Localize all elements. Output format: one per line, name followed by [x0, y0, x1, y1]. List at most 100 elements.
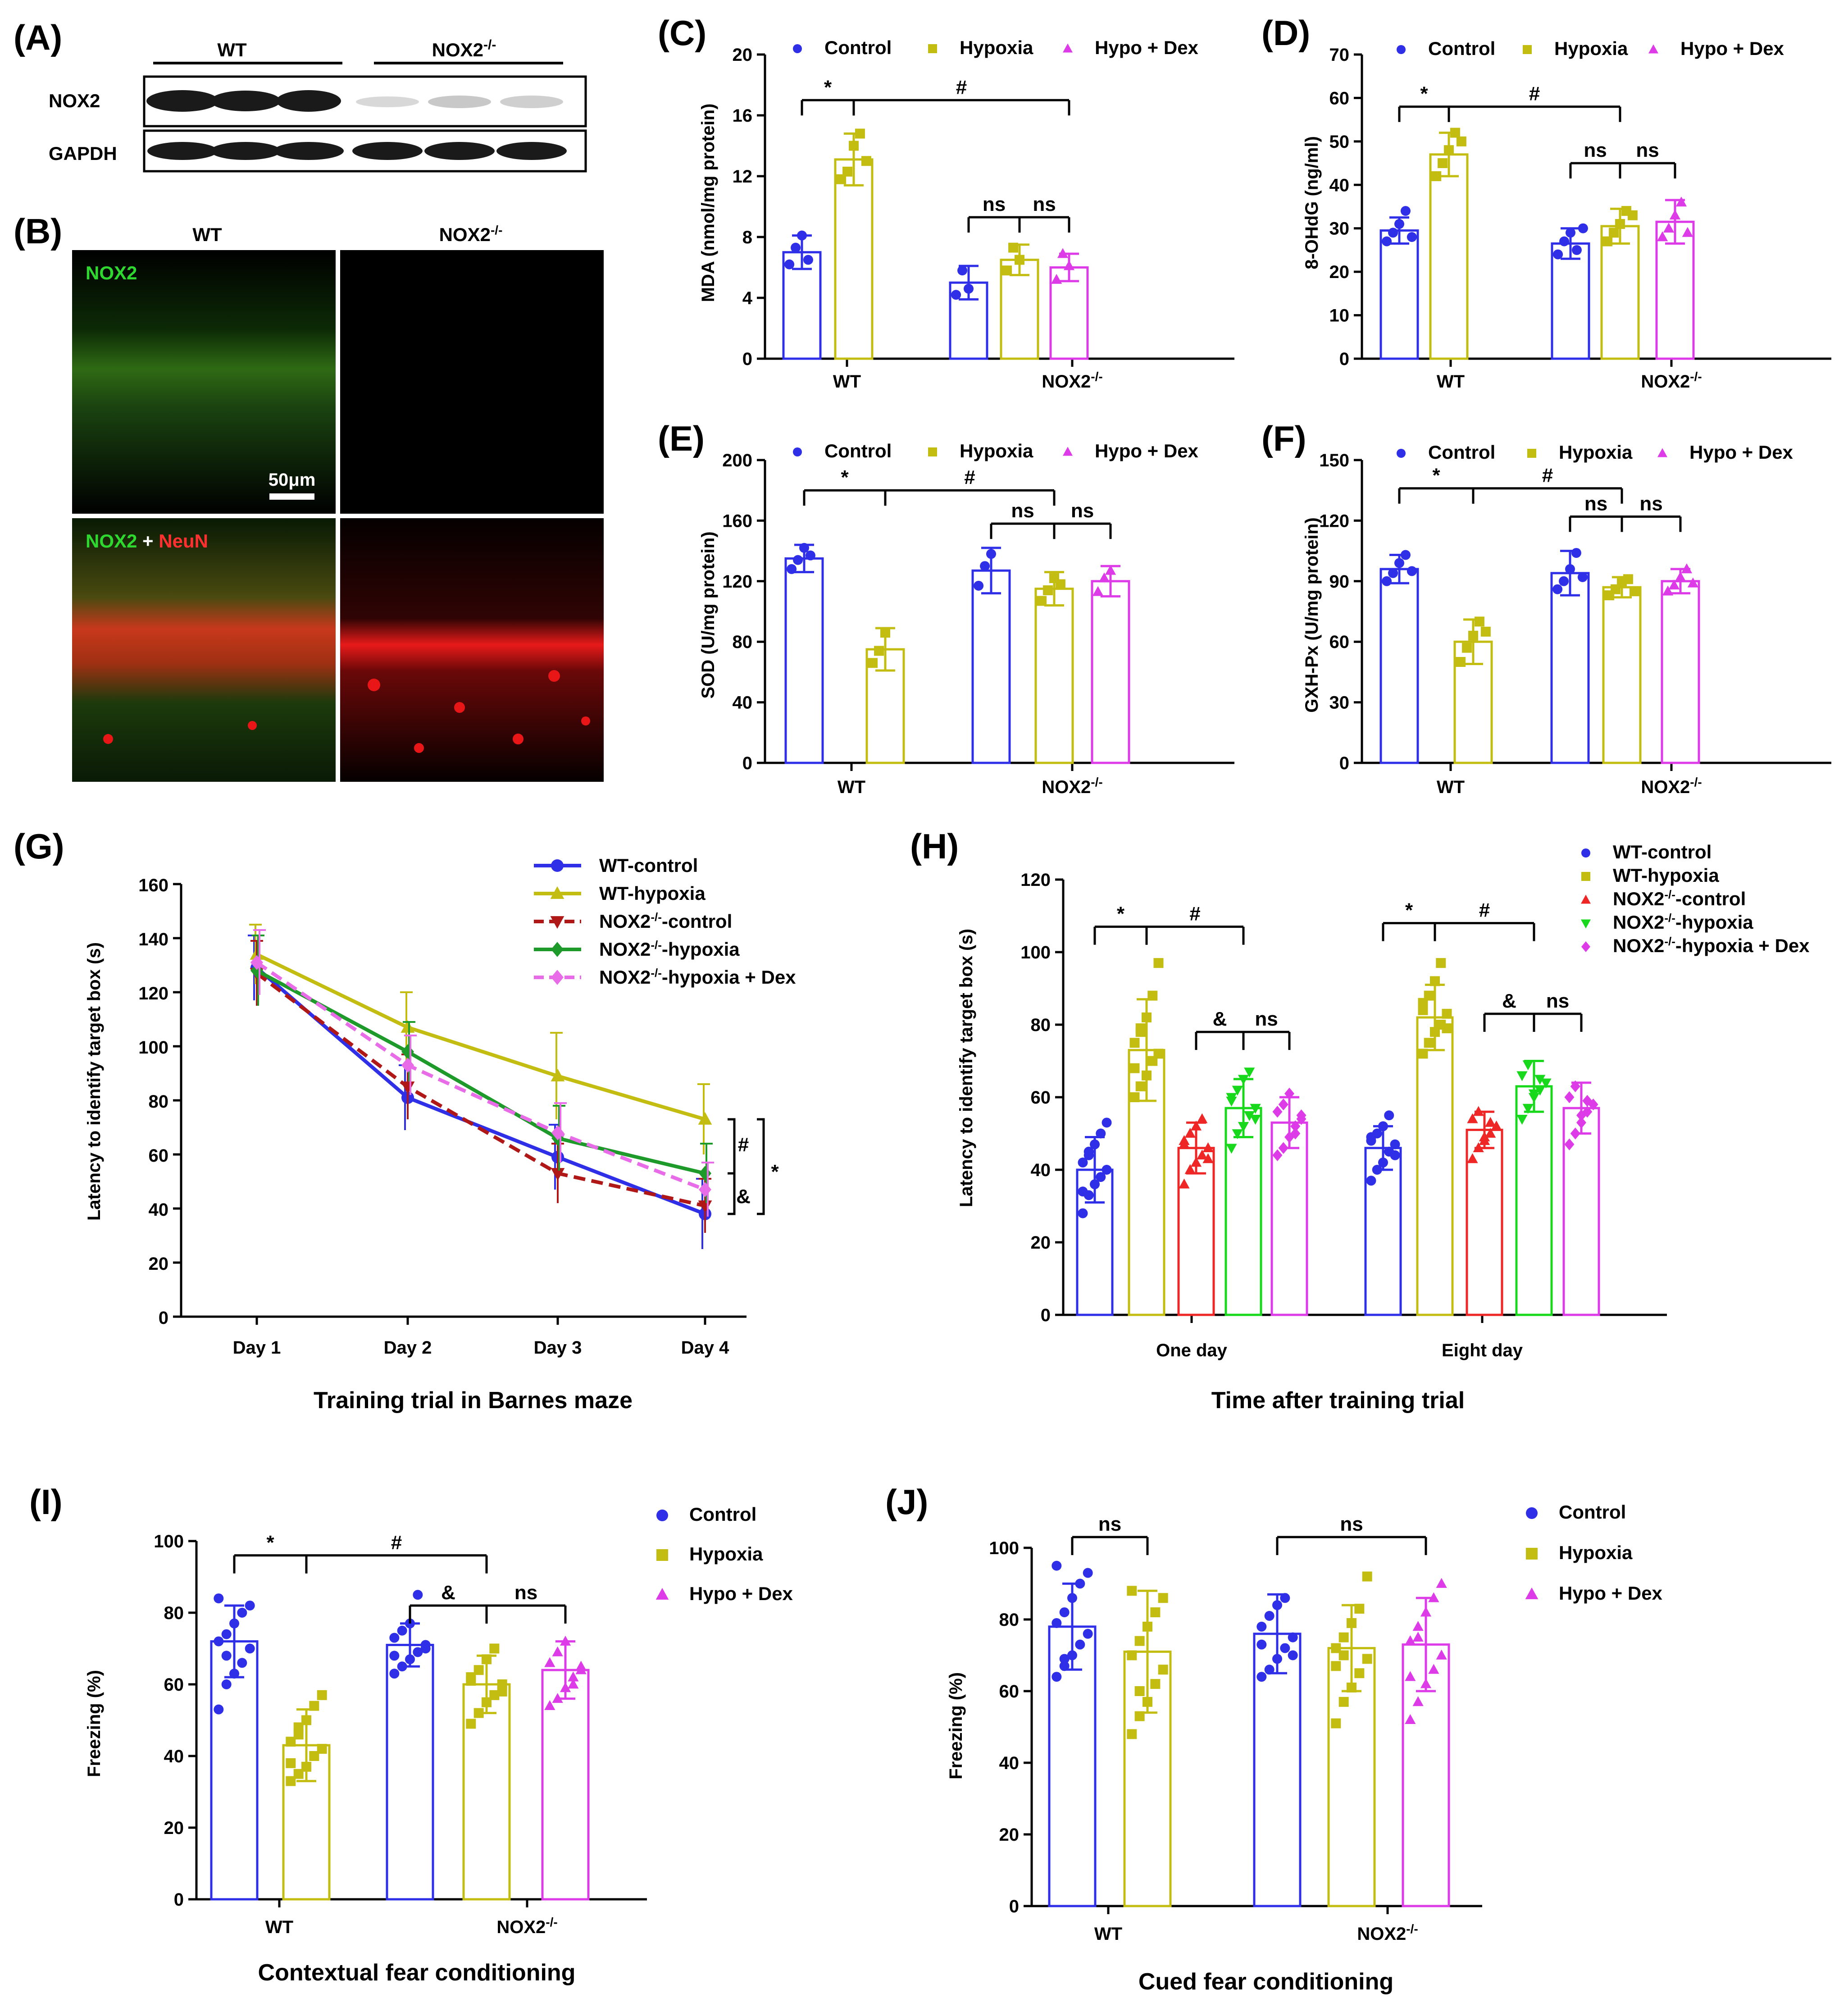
data-point [799, 543, 809, 553]
data-point [698, 1112, 712, 1125]
sig-label: # [1529, 83, 1540, 105]
legend-label: NOX2-/--hypoxia [599, 938, 740, 960]
data-point [1059, 1654, 1070, 1664]
data-point [1372, 1165, 1382, 1175]
data-point [1055, 579, 1065, 589]
legend-marker [928, 44, 937, 53]
data-point [1078, 1186, 1088, 1197]
data-point [1256, 1672, 1267, 1682]
group-label: WT [1094, 1924, 1122, 1944]
data-point [1008, 242, 1019, 253]
y-tick-label: 100 [138, 1038, 168, 1058]
sig-label: * [1432, 465, 1440, 487]
data-point [1582, 1095, 1593, 1107]
data-point [286, 1776, 296, 1786]
data-point [1436, 1649, 1447, 1660]
legend-marker [656, 1549, 668, 1561]
y-tick-label: 200 [722, 451, 752, 470]
data-point [237, 1658, 247, 1668]
blot-band-gapdh [210, 142, 281, 160]
data-point [1015, 255, 1024, 265]
data-point [1570, 1080, 1580, 1093]
x-tick-label: Day 2 [384, 1338, 432, 1358]
y-tick-label: 0 [1009, 1897, 1019, 1916]
data-point [1078, 1208, 1088, 1218]
data-point [957, 265, 968, 276]
data-point [214, 1704, 224, 1715]
legend-label: Control [1428, 38, 1495, 59]
data-point [405, 1654, 415, 1665]
data-point [1553, 249, 1563, 260]
legend-marker [1581, 848, 1590, 857]
sig-label: # [1479, 899, 1490, 921]
data-point [552, 1693, 563, 1703]
data-point [1037, 596, 1047, 606]
panel-letter: (H) [910, 826, 959, 866]
data-point [221, 1651, 232, 1661]
data-point [1134, 1686, 1145, 1696]
data-point [1184, 1127, 1196, 1138]
data-point [1657, 231, 1668, 242]
panel-j: (J) 0 20 40 60 80 100 Freezing (%) WT NOX2-/- ns ns… [885, 1482, 1663, 1944]
legend-label: Hypoxia [1559, 1542, 1633, 1563]
data-point [1570, 1127, 1580, 1140]
legend-label: Hypo + Dex [689, 1583, 793, 1604]
if-neuron [414, 743, 424, 753]
data-point [568, 1678, 579, 1689]
data-point [1629, 586, 1639, 597]
data-point [466, 1676, 476, 1686]
data-point [1468, 630, 1478, 641]
panel-letter: (E) [658, 419, 705, 458]
blot-band-gapdh [147, 142, 218, 160]
data-point [1135, 1023, 1146, 1034]
legend-marker [1581, 894, 1591, 904]
y-tick-label: 80 [164, 1603, 184, 1623]
data-point [1366, 1132, 1376, 1142]
data-point [1623, 574, 1633, 584]
data-point [1244, 1067, 1255, 1078]
data-point [1202, 1153, 1214, 1163]
legend-label: NOX2-/--control [1613, 888, 1746, 909]
sig-bracket [757, 1118, 765, 1215]
y-tick-label: 160 [138, 876, 168, 895]
data-point [237, 1608, 247, 1618]
legend-label: Hypo + Dex [1095, 440, 1199, 461]
data-point [1442, 1023, 1452, 1034]
y-tick-label: 120 [1020, 870, 1051, 890]
y-tick-label: 100 [989, 1538, 1019, 1558]
data-point [1083, 1568, 1093, 1578]
series-line [255, 966, 706, 1216]
data-point [1609, 228, 1619, 238]
sig-bracket [728, 1172, 736, 1215]
panel-letter: (D) [1261, 13, 1310, 53]
data-point [1052, 1618, 1062, 1628]
bar [784, 557, 824, 764]
data-point [221, 1629, 232, 1639]
data-point [1428, 1664, 1439, 1674]
y-tick-label: 40 [999, 1753, 1020, 1773]
data-point [1057, 248, 1069, 258]
y-axis-label: Freezing (%) [84, 1670, 104, 1777]
y-tick-label: 120 [138, 984, 168, 1003]
data-point [1092, 586, 1104, 596]
data-point [1390, 1150, 1400, 1160]
legend-marker [1581, 941, 1590, 952]
data-point [836, 174, 847, 184]
data-point [482, 1654, 492, 1665]
y-tick-label: 160 [722, 511, 752, 531]
data-point [1067, 1650, 1077, 1660]
data-point [1442, 1008, 1452, 1019]
data-point [1576, 1117, 1586, 1129]
data-point [1420, 1678, 1432, 1688]
data-point [1456, 657, 1466, 667]
y-tick-label: 60 [1031, 1088, 1051, 1108]
g-sig-amp: & [736, 1186, 751, 1208]
y-tick-label: 12 [733, 167, 753, 187]
data-point [1190, 1157, 1202, 1167]
data-point [1096, 1128, 1106, 1139]
if-ko-label: NOX2-/- [439, 223, 503, 246]
panel-i: (I) 0 20 40 60 80 100 Freezing (%) WT NOX2-/- * # & n… [29, 1482, 793, 1937]
data-point [1278, 1098, 1288, 1111]
bar [1429, 153, 1469, 360]
